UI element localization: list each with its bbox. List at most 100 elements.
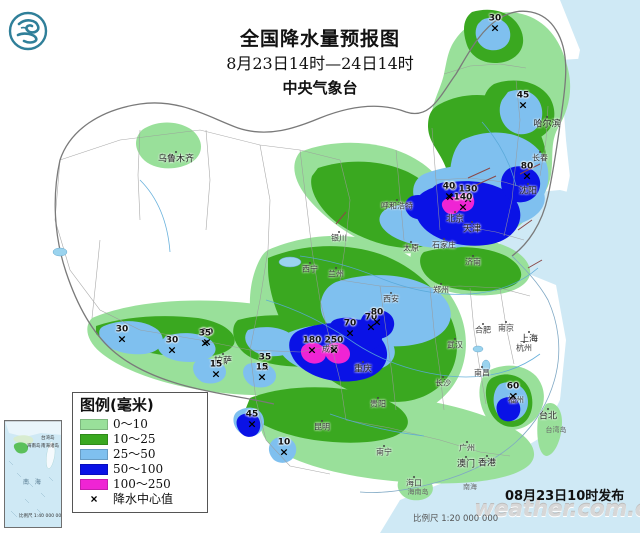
city-dot [546, 116, 548, 118]
city-label: 南昌 [474, 368, 490, 378]
city-label: 海口 [406, 478, 422, 488]
city-label: 合肥 [475, 325, 491, 335]
legend-row-0: 0～10 [80, 417, 201, 431]
city-dot [440, 283, 442, 285]
city-label: 南宁 [376, 447, 392, 457]
city-dot [454, 338, 456, 340]
city-label: 沈阳 [518, 186, 538, 197]
city-dot [528, 331, 530, 333]
city-label: 上海 [519, 334, 539, 345]
city-label: 澳门 [456, 459, 476, 470]
site-watermark: weather.com.cn [474, 497, 640, 522]
city-dot [539, 151, 541, 153]
legend-title: 图例(毫米) [80, 396, 154, 414]
legend-row-4: 100～250 [80, 477, 201, 491]
city-label: 西宁 [302, 264, 318, 274]
city-dot [335, 267, 337, 269]
city-dot [321, 420, 323, 422]
inset-label-hainan: 海南岛 [27, 444, 41, 449]
city-dot [329, 342, 331, 344]
city-dot [443, 238, 445, 240]
issue-time: 08月23日10时发布 [505, 489, 625, 504]
legend-label-1: 10～25 [113, 431, 156, 446]
cma-dragon-logo-icon [8, 11, 48, 51]
city-dot [413, 476, 415, 478]
south-china-sea-inset-map: 海南岛 台湾岛 南海诸岛 南 海 比例尺 1:40 000 000 [4, 420, 62, 528]
inset-label-nansha: 南海诸岛 [41, 444, 59, 449]
city-dot [390, 292, 392, 294]
city-label: 香港 [477, 458, 497, 469]
precip-center-x-icon: × [90, 492, 98, 506]
city-label: 拉萨 [213, 356, 233, 367]
geo-label: 南海 [463, 483, 477, 491]
map-scale: 比例尺 1:20 000 000 [413, 514, 499, 524]
legend-swatch-0 [80, 418, 108, 430]
city-label: 杭州 [516, 343, 532, 353]
city-dot [442, 376, 444, 378]
legend-swatch-1 [80, 433, 108, 445]
city-dot [396, 199, 398, 201]
legend-label-2: 25～50 [113, 446, 156, 461]
city-label: 贵阳 [370, 399, 386, 409]
inset-map-graphic [5, 421, 61, 527]
city-dot [547, 408, 549, 410]
city-dot [410, 241, 412, 243]
city-label: 台北 [538, 411, 558, 422]
geo-label: 台湾岛 [545, 426, 567, 434]
city-dot [362, 361, 364, 363]
city-label: 长沙 [435, 378, 451, 388]
city-label: 兰州 [328, 269, 344, 279]
inset-label-taiwan: 台湾岛 [41, 436, 55, 441]
rivers [139, 121, 541, 437]
city-label: 太原 [403, 243, 419, 253]
city-dot [515, 393, 517, 395]
coastline [359, 255, 560, 493]
city-dot [383, 445, 385, 447]
city-label: 石家庄 [432, 240, 456, 250]
city-label: 天津 [462, 224, 482, 235]
legend-swatch-4 [80, 478, 108, 490]
city-label: 北京 [445, 214, 465, 225]
city-label: 成都 [322, 344, 338, 354]
city-label: 西安 [383, 294, 399, 304]
front-symbols [335, 163, 543, 269]
legend-label-0: 0～10 [113, 416, 148, 431]
legend-row-center-marker: × 降水中心值 [80, 492, 201, 506]
city-dot [222, 353, 224, 355]
city-label: 乌鲁木齐 [157, 154, 195, 165]
city-dot [482, 323, 484, 325]
legend-label-center-marker: 降水中心值 [113, 491, 174, 506]
city-dot [466, 441, 468, 443]
city-label: 呼和浩特 [381, 201, 413, 211]
city-dot [523, 341, 525, 343]
province-boundaries [54, 63, 549, 475]
city-dot [472, 255, 474, 257]
city-dot [465, 456, 467, 458]
city-dot [471, 221, 473, 223]
city-label: 郑州 [433, 285, 449, 295]
city-dot [175, 151, 177, 153]
legend-row-3: 50～100 [80, 462, 201, 476]
city-dot [527, 183, 529, 185]
city-dot [309, 262, 311, 264]
geo-label: 海南岛 [407, 488, 429, 496]
legend: 图例(毫米) 0～10 10～25 25～50 50～100 100～250 × 降水中… [72, 392, 208, 513]
city-dot [454, 211, 456, 213]
legend-label-3: 50～100 [113, 461, 164, 476]
city-dot [377, 397, 379, 399]
legend-row-2: 25～50 [80, 447, 201, 461]
legend-swatch-3 [80, 463, 108, 475]
city-label: 昆明 [314, 422, 330, 432]
city-label: 哈尔滨 [533, 119, 561, 130]
city-dot [486, 455, 488, 457]
city-label: 南京 [498, 323, 514, 333]
city-label: 济南 [465, 257, 481, 267]
national-boundary [54, 10, 567, 405]
inset-scale-text: 比例尺 1:40 000 000 [19, 514, 62, 519]
legend-row-1: 10～25 [80, 432, 201, 446]
city-label: 广州 [459, 443, 475, 453]
legend-rows: 0～10 10～25 25～50 50～100 100～250 [80, 417, 201, 491]
city-dot [505, 321, 507, 323]
